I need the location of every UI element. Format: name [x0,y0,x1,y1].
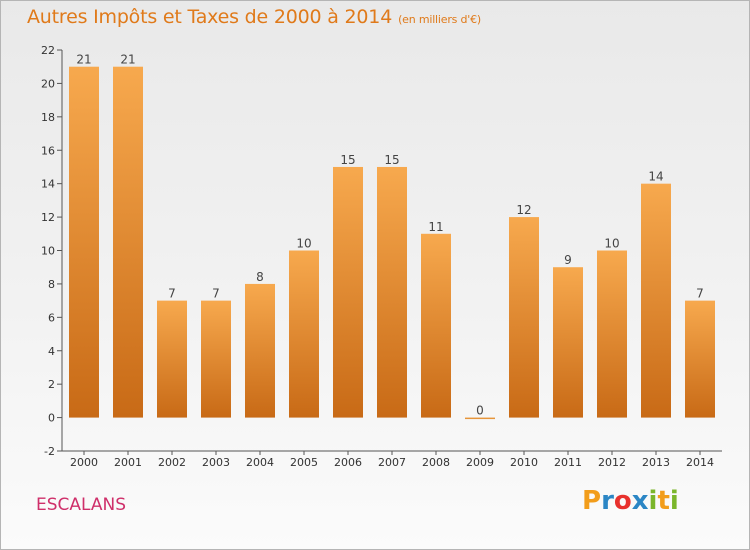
data-label-2007: 15 [384,153,399,167]
data-label-2005: 10 [296,237,311,251]
logo-letter: o [613,486,632,516]
y-tick-label: 0 [48,412,55,425]
bar-2007 [377,166,407,418]
data-label-2006: 15 [340,153,355,167]
chart-unit: (en milliers d'€) [398,13,481,26]
x-tick-label: 2005 [290,456,318,469]
bar-2009 [465,417,495,420]
logo-letter: P [582,486,602,516]
y-tick-label: 22 [41,44,55,57]
y-tick-label: 12 [41,211,55,224]
bar-2008 [421,233,451,418]
y-tick-label: 2 [48,378,55,391]
x-tick-label: 2000 [70,456,98,469]
data-label-2011: 9 [564,253,572,267]
data-label-2002: 7 [168,287,176,301]
data-label-2001: 21 [120,53,135,67]
y-tick-label: 6 [48,311,55,324]
bar-2006 [333,166,363,418]
y-tick-label: 20 [41,77,55,90]
x-tick-label: 2010 [510,456,538,469]
bar-2001 [113,66,143,418]
x-tick-label: 2014 [686,456,714,469]
data-labels: 21 21 7 7 8 10 15 15 11 0 12 9 10 14 7 [76,53,703,418]
data-label-2010: 12 [516,203,531,217]
logo-letter: t [657,486,670,516]
y-tick-label: 8 [48,278,55,291]
y-tick-label: -2 [44,445,55,458]
bar-2003 [201,300,231,418]
data-label-2008: 11 [428,220,443,234]
bar-2010 [509,217,539,418]
data-label-2009: 0 [476,404,484,418]
data-label-2014: 7 [696,287,704,301]
data-label-2000: 21 [76,53,91,67]
y-tick-label: 4 [48,345,55,358]
x-tick-label: 2002 [158,456,186,469]
bar-2013 [641,183,671,418]
x-tick-label: 2009 [466,456,494,469]
bar-2012 [597,250,627,418]
logo-letter: x [631,486,649,516]
proxiti-logo: Proxiti [582,486,679,516]
x-tick-label: 2013 [642,456,670,469]
x-tick-label: 2011 [554,456,582,469]
bar-2002 [157,300,187,418]
x-tick-label: 2007 [378,456,406,469]
y-tick-label: 10 [41,245,55,258]
bar-2004 [245,283,275,418]
bar-2014 [685,300,715,418]
logo-letter: i [648,486,658,516]
x-tick-label: 2006 [334,456,362,469]
chart-title: Autres Impôts et Taxes de 2000 à 2014 (en… [27,6,481,28]
y-tick-label: 16 [41,144,55,157]
logo-letter: r [601,486,614,516]
x-tick-label: 2003 [202,456,230,469]
bar-2011 [553,267,583,418]
commune-name: ESCALANS [36,495,127,515]
x-tick-label: 2001 [114,456,142,469]
logo-letter: i [669,486,679,516]
chart-title-text: Autres Impôts et Taxes de 2000 à 2014 [27,6,393,28]
bars [69,66,715,420]
data-label-2004: 8 [256,270,264,284]
x-tick-label: 2004 [246,456,274,469]
bar-2005 [289,250,319,418]
axes: -2 0 2 4 6 8 10 12 14 16 18 20 22 2000 2001 2002 2003 200… [41,44,722,469]
y-tick-label: 18 [41,111,55,124]
y-tick-label: 14 [41,178,55,191]
bar-2000 [69,66,99,418]
data-label-2013: 14 [648,170,663,184]
data-label-2003: 7 [212,287,220,301]
data-label-2012: 10 [604,237,619,251]
x-tick-label: 2012 [598,456,626,469]
x-tick-label: 2008 [422,456,450,469]
